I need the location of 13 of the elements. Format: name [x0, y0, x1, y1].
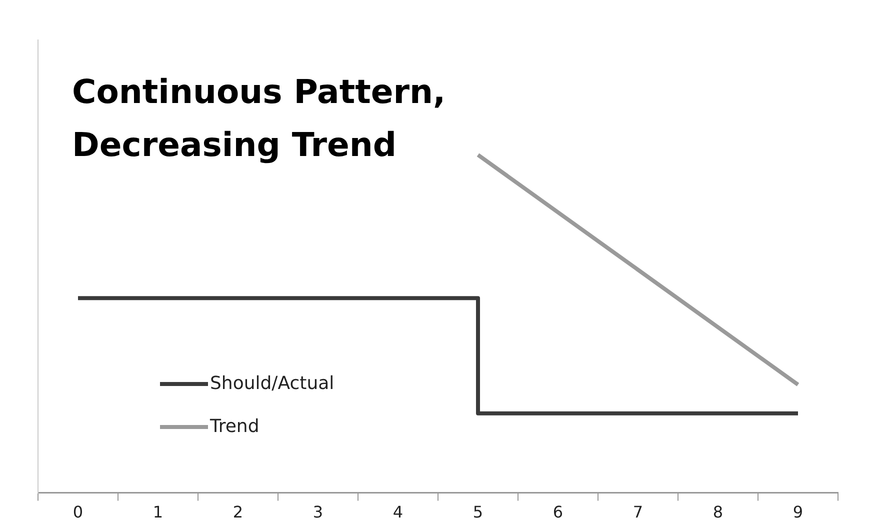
x-tick-label: 8: [712, 502, 724, 522]
x-tick-label: 1: [152, 502, 164, 522]
x-tick-label: 7: [632, 502, 644, 522]
legend-label: Should/Actual: [210, 373, 334, 394]
x-tick-label: 9: [792, 502, 804, 522]
x-tick-label: 3: [312, 502, 324, 522]
x-tick-label: 5: [472, 502, 484, 522]
legend-label: Trend: [210, 416, 260, 437]
x-tick-label: 6: [552, 502, 564, 522]
chart-title: Continuous Pattern, Decreasing Trend: [72, 71, 447, 166]
x-tick-label: 0: [72, 502, 84, 522]
x-tick-label: 4: [392, 502, 404, 522]
x-tick-label: 2: [232, 502, 244, 522]
